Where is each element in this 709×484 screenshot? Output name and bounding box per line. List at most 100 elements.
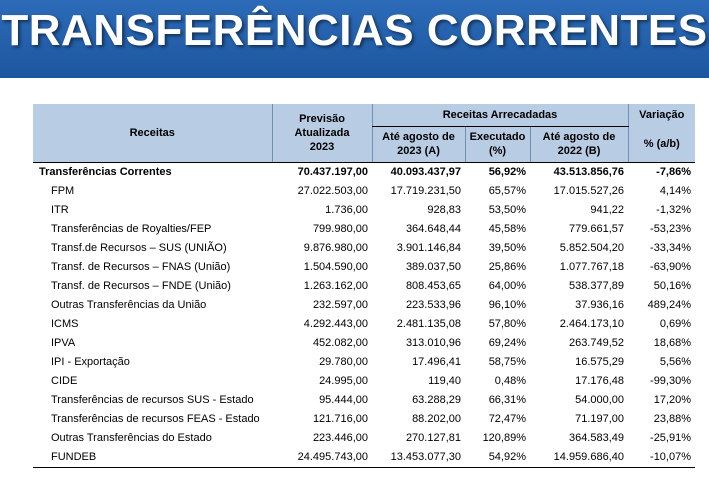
cell: 14.959.686,40 bbox=[530, 447, 629, 468]
cell: 88.202,00 bbox=[412, 413, 461, 425]
cell: 223.446,00 bbox=[312, 432, 368, 444]
cell: 53,50% bbox=[488, 204, 526, 216]
cell: -7,86% bbox=[656, 166, 692, 178]
row-label: Transferências de Royalties/FEP bbox=[51, 223, 212, 235]
cell: 223.533,96 bbox=[405, 299, 461, 311]
cell: 29.780,00 bbox=[319, 356, 368, 368]
row-label: ICMS bbox=[51, 318, 79, 330]
cell: 0,48% bbox=[494, 375, 526, 387]
cell: 56,92% bbox=[488, 166, 526, 178]
header-cell: Executado (%) bbox=[464, 126, 530, 163]
cell: 39,50% bbox=[488, 242, 526, 254]
table-row: Transferências Correntes 70.437.197,00 40.… bbox=[33, 162, 695, 182]
row-label: Transf.de Recursos – SUS (UNIÃO) bbox=[51, 242, 227, 254]
cell: 54,92% bbox=[465, 447, 530, 468]
cell: 119,40 bbox=[428, 375, 461, 387]
row-label: CIDE bbox=[51, 375, 78, 387]
header-cell: Até agosto de 2023 (A) bbox=[371, 126, 465, 163]
cell: -1,32% bbox=[656, 204, 692, 216]
cell: 389.037,50 bbox=[405, 261, 461, 273]
cell: 232.597,00 bbox=[312, 299, 368, 311]
row-label: ITR bbox=[51, 204, 69, 216]
table: Receitas Previsão Atualizada 2023 Receit… bbox=[33, 104, 696, 468]
cell: 27.022.503,00 bbox=[297, 185, 368, 197]
cell: 57,80% bbox=[488, 318, 526, 330]
cell: 72,47% bbox=[488, 413, 526, 425]
cell: -99,30% bbox=[650, 375, 692, 387]
row-label: Transf. de Recursos – FNDE (União) bbox=[51, 280, 231, 292]
cell: 16.575,29 bbox=[575, 356, 625, 368]
table-row: ITR 1.736,00 928,83 53,50% 941,22 -1,32% bbox=[33, 201, 695, 220]
cell: 18,68% bbox=[653, 337, 692, 349]
cell: 489,24% bbox=[647, 299, 692, 311]
cell: 66,31% bbox=[488, 394, 526, 406]
table-row: Transferências de recursos FEAS - Estado… bbox=[33, 410, 695, 429]
cell: 364.648,44 bbox=[405, 223, 461, 235]
row-label: FPM bbox=[51, 185, 75, 197]
cell: 808.453,65 bbox=[405, 280, 461, 292]
row-label: FUNDEB bbox=[33, 447, 272, 468]
cell: 17.015.527,26 bbox=[553, 185, 625, 197]
table-row: CIDE 24.995,00 119,40 0,48% 17.176,48 -99,30% bbox=[33, 372, 695, 391]
row-label: Outras Transferências do Estado bbox=[51, 432, 212, 444]
cell: 54.000,00 bbox=[575, 394, 625, 406]
cell: 452.082,00 bbox=[312, 337, 368, 349]
cell: 17.176,48 bbox=[575, 375, 625, 387]
cell: 24.995,00 bbox=[319, 375, 368, 387]
cell: 799.980,00 bbox=[312, 223, 368, 235]
table-row: Transferências de Royalties/FEP 799.980,0… bbox=[33, 220, 695, 239]
cell: 50,16% bbox=[653, 280, 692, 292]
cell: -53,23% bbox=[650, 223, 692, 235]
cell: 5.852.504,20 bbox=[559, 242, 625, 254]
header-cell: Previsão Atualizada 2023 bbox=[271, 104, 372, 163]
cell: 17,20% bbox=[653, 394, 692, 406]
row-label: IPI - Exportação bbox=[51, 356, 130, 368]
cell: 37.936,16 bbox=[575, 299, 625, 311]
table-row: IPVA 452.082,00 313.010,96 69,24% 263.749,52… bbox=[33, 334, 695, 353]
table-row: Transf.de Recursos – SUS (UNIÃO) 9.876.98… bbox=[33, 239, 695, 258]
row-label: Outras Transferências da União bbox=[51, 299, 207, 311]
row-label: Transf. de Recursos – FNAS (União) bbox=[51, 261, 231, 273]
cell: 96,10% bbox=[488, 299, 526, 311]
table-row: Transf. de Recursos – FNAS (União) 1.504.… bbox=[33, 258, 695, 277]
cell: 313.010,96 bbox=[405, 337, 461, 349]
cell: 1.504.590,00 bbox=[303, 261, 368, 273]
cell: -10,07% bbox=[628, 447, 696, 468]
cell: 1.263.162,00 bbox=[303, 280, 368, 292]
cell: 4.292.443,00 bbox=[303, 318, 368, 330]
cell: 0,69% bbox=[659, 318, 692, 330]
cell: 71.197,00 bbox=[575, 413, 625, 425]
cell: 43.513.856,76 bbox=[553, 166, 625, 178]
cell: 3.901.146,84 bbox=[396, 242, 461, 254]
cell: 928,83 bbox=[427, 204, 461, 216]
row-label: Transferências de recursos SUS - Estado bbox=[51, 394, 254, 406]
cell: -63,90% bbox=[650, 261, 692, 273]
table-row: Transferências de recursos SUS - Estado 9… bbox=[33, 391, 695, 410]
cell: 65,57% bbox=[488, 185, 526, 197]
header-cell: Receitas bbox=[33, 104, 272, 163]
cell: 364.583,49 bbox=[568, 432, 625, 444]
cell: 45,58% bbox=[488, 223, 526, 235]
row-label: IPVA bbox=[51, 337, 76, 349]
cell: 2.464.173,10 bbox=[559, 318, 625, 330]
header-cell: Variação bbox=[627, 104, 696, 126]
cell: 779.661,57 bbox=[568, 223, 625, 235]
cell: 270.127,81 bbox=[405, 432, 461, 444]
cell: 1.736,00 bbox=[325, 204, 368, 216]
table-row: ICMS 4.292.443,00 2.481.135,08 57,80% 2.464.… bbox=[33, 315, 695, 334]
cell: 941,22 bbox=[590, 204, 625, 216]
cell: 1.077.767,18 bbox=[559, 261, 625, 273]
table-row: FUNDEB 24.495.743,00 13.453.077,30 54,92% 14… bbox=[33, 447, 696, 468]
cell: 70.437.197,00 bbox=[297, 166, 368, 178]
cell: 24.495.743,00 bbox=[272, 447, 372, 468]
cell: 25,86% bbox=[488, 261, 526, 273]
title-banner: TRANSFERÊNCIAS CORRENTES bbox=[0, 0, 709, 78]
table-body: Transferências Correntes 70.437.197,00 40.… bbox=[33, 162, 696, 468]
cell: 4,14% bbox=[659, 185, 692, 197]
cell: 120,89% bbox=[482, 432, 526, 444]
cell: 9.876.980,00 bbox=[303, 242, 368, 254]
cell: 58,75% bbox=[488, 356, 526, 368]
cell: 63.288,29 bbox=[412, 394, 461, 406]
table-row: Outras Transferências da União 232.597,00… bbox=[33, 296, 695, 315]
header-cell: Até agosto de 2022 (B) bbox=[529, 126, 629, 163]
